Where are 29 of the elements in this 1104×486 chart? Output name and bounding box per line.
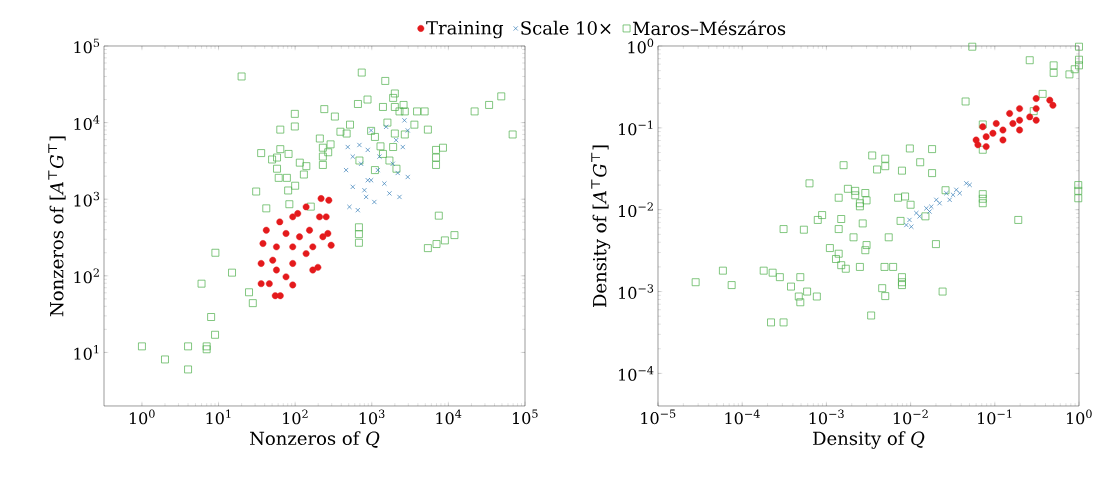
legend-label: Training [426, 21, 504, 39]
x-tick-label: 10$^{1}$ [206, 409, 231, 425]
y-tick-label: 10$^{−1}$ [619, 120, 653, 136]
y-tick-label: 10$^{0}$ [628, 38, 654, 54]
y-tick-label: 10$^{−3}$ [619, 284, 654, 299]
y-axis-title: Density of [A$^{⊤}$G$^{⊤}$] [591, 145, 611, 308]
x-tick-label: 10$^{−2}$ [893, 409, 928, 425]
x-tick-label: 10$^{−4}$ [725, 409, 760, 425]
legend-label: Maros–Mészáros [632, 20, 786, 36]
x-axis-title: Density of Q [813, 431, 925, 449]
x-tick-label: 10$^{−3}$ [809, 409, 844, 425]
x-tick-label: 10$^{5}$ [512, 409, 538, 425]
y-tick-label: 10$^{−4}$ [619, 366, 654, 381]
y-tick-label: 10$^{2}$ [74, 268, 99, 284]
y-tick-label: 10$^{5}$ [74, 38, 100, 54]
x-tick-label: 10$^{−1}$ [978, 409, 1012, 425]
y-axis-title: Nonzeros of [A$^{⊤}$G$^{⊤}$] [48, 136, 66, 317]
y-tick-label: 10$^{1}$ [74, 345, 99, 360]
y-tick-label: 10$^{3}$ [74, 191, 100, 207]
x-tick-label: 10$^{2}$ [283, 409, 308, 425]
y-tick-label: 10$^{4}$ [74, 115, 100, 130]
x-tick-label: 10$^{−5}$ [641, 409, 676, 425]
legend-label: Scale 10× [521, 20, 611, 35]
x-tick-label: 10$^{0}$ [1066, 409, 1092, 425]
x-tick-label: 10$^{0}$ [129, 409, 155, 425]
x-tick-label: 10$^{4}$ [436, 409, 462, 425]
y-tick-label: 10$^{−2}$ [619, 202, 653, 218]
x-tick-label: 10$^{3}$ [359, 409, 385, 425]
x-axis-title: Nonzeros of Q [250, 431, 380, 448]
